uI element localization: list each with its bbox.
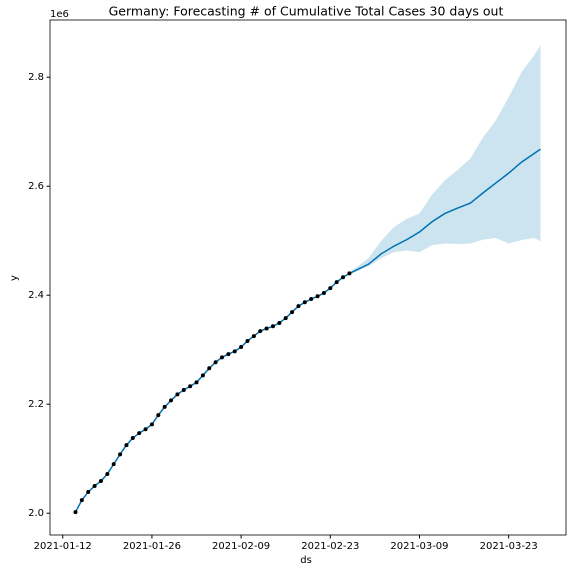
x-tick-label: 2021-02-09 bbox=[212, 541, 270, 552]
data-point bbox=[220, 355, 224, 360]
data-point bbox=[277, 321, 282, 326]
data-point bbox=[118, 452, 123, 457]
data-point bbox=[188, 384, 193, 389]
data-point bbox=[309, 297, 314, 302]
data-point bbox=[111, 462, 116, 467]
data-point bbox=[169, 398, 174, 403]
uncertainty-band bbox=[349, 45, 541, 275]
data-point bbox=[315, 294, 320, 299]
y-axis-label: y bbox=[9, 275, 20, 281]
data-point bbox=[149, 422, 154, 427]
data-point bbox=[334, 280, 339, 285]
data-point bbox=[73, 510, 78, 515]
data-point bbox=[207, 366, 212, 371]
data-point bbox=[264, 326, 269, 331]
x-axis-label: ds bbox=[300, 555, 312, 566]
plot-frame bbox=[49, 19, 567, 536]
data-point bbox=[347, 271, 352, 276]
data-point bbox=[162, 404, 167, 409]
data-point bbox=[105, 471, 110, 476]
y-tick-label: 2.2 bbox=[28, 399, 44, 410]
y-offset-text: 1e6 bbox=[50, 9, 69, 20]
y-tick-label: 2.4 bbox=[28, 290, 44, 301]
data-point bbox=[328, 286, 333, 291]
data-point bbox=[137, 431, 142, 436]
y-tick-label: 2.8 bbox=[28, 72, 44, 83]
data-point bbox=[200, 373, 205, 378]
data-point bbox=[251, 334, 256, 339]
x-tick-label: 2021-01-12 bbox=[34, 541, 92, 552]
data-point bbox=[239, 344, 244, 349]
data-point bbox=[296, 304, 301, 309]
forecast-line bbox=[349, 148, 541, 275]
data-point bbox=[143, 427, 148, 432]
data-point bbox=[258, 329, 263, 334]
data-point bbox=[245, 338, 250, 343]
data-point bbox=[130, 435, 135, 440]
data-point bbox=[98, 479, 103, 484]
data-point bbox=[341, 275, 346, 280]
data-point bbox=[156, 413, 161, 418]
data-point bbox=[270, 324, 275, 329]
data-point bbox=[124, 443, 129, 448]
data-point bbox=[194, 380, 199, 385]
x-tick-label: 2021-02-23 bbox=[301, 541, 359, 552]
data-point bbox=[226, 352, 231, 357]
data-point bbox=[213, 360, 218, 365]
data-point bbox=[283, 316, 288, 321]
data-point bbox=[175, 392, 180, 397]
x-tick-label: 2021-03-23 bbox=[480, 541, 538, 552]
y-tick-label: 2.6 bbox=[28, 181, 44, 192]
x-tick-label: 2021-03-09 bbox=[390, 541, 448, 552]
data-point bbox=[79, 498, 84, 503]
data-point bbox=[290, 310, 295, 315]
data-point bbox=[92, 483, 97, 488]
y-tick-label: 2.0 bbox=[28, 508, 44, 519]
chart-title: Germany: Forecasting # of Cumulative Tot… bbox=[109, 4, 504, 19]
data-point bbox=[181, 388, 186, 393]
x-tick-label: 2021-01-26 bbox=[123, 541, 181, 552]
data-point bbox=[86, 489, 91, 494]
data-point bbox=[321, 291, 326, 296]
data-point bbox=[302, 300, 307, 305]
data-point bbox=[232, 349, 237, 354]
